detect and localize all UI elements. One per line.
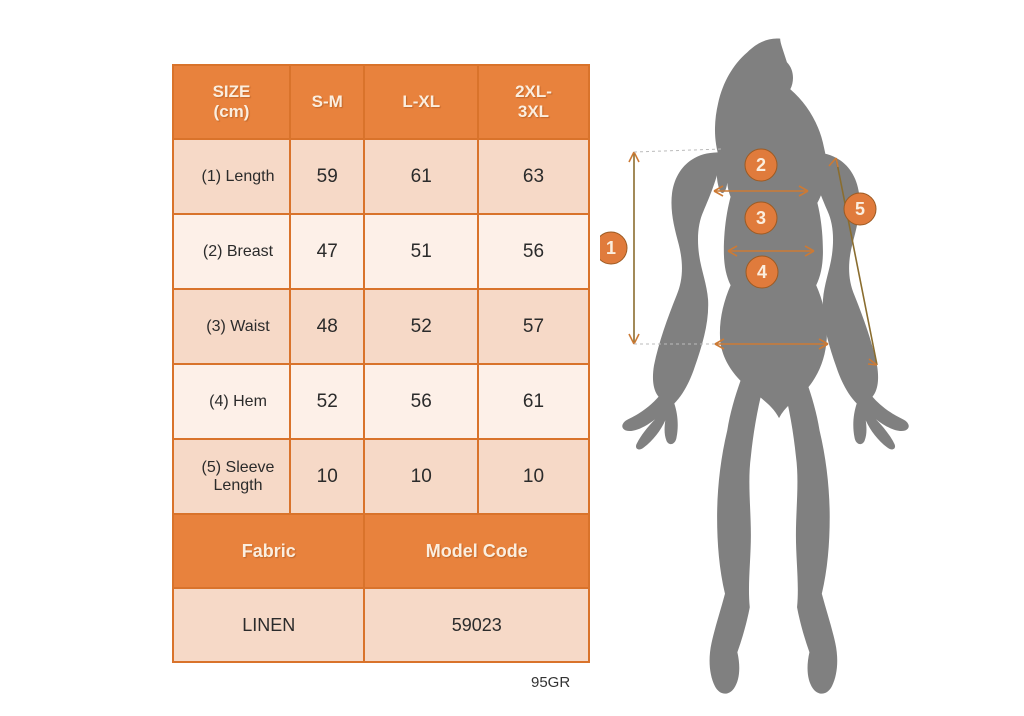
svg-text:2: 2 — [756, 155, 766, 175]
svg-text:4: 4 — [757, 262, 767, 282]
svg-text:5: 5 — [855, 199, 865, 219]
svg-text:1: 1 — [606, 238, 616, 258]
svg-text:3: 3 — [756, 208, 766, 228]
